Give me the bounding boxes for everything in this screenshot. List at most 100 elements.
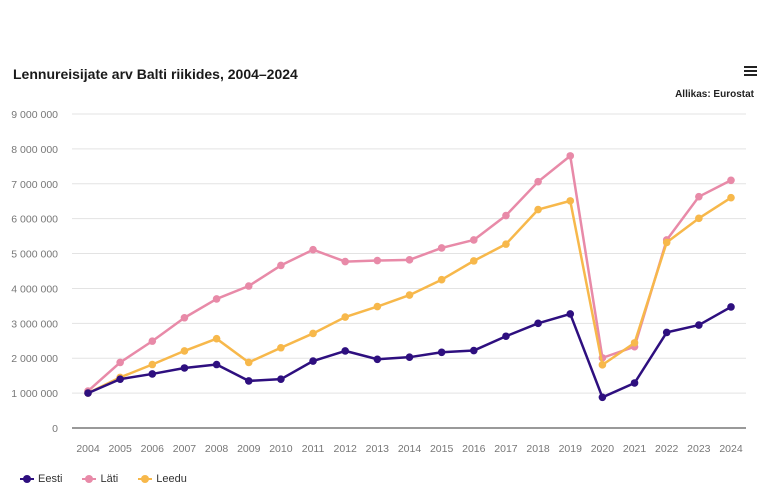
data-point-eesti (277, 375, 285, 383)
data-point-läti (470, 236, 478, 244)
data-point-leedu (244, 358, 253, 367)
legend-item-eesti[interactable]: Eesti (20, 473, 62, 485)
data-point-leedu (212, 334, 221, 343)
data-point-läti (405, 256, 414, 264)
y-tick-label: 1 000 000 (11, 388, 58, 400)
x-tick-label: 2018 (526, 443, 550, 455)
y-tick-label: 2 000 000 (11, 353, 58, 365)
data-point-läti (727, 176, 735, 185)
data-point-läti (566, 152, 575, 160)
legend-item-läti[interactable]: Läti (82, 473, 118, 485)
data-point-läti (695, 192, 703, 201)
data-point-eesti (405, 353, 414, 361)
data-point-leedu (309, 329, 317, 338)
data-point-läti (309, 245, 317, 254)
data-point-leedu (727, 193, 735, 202)
data-point-eesti (244, 377, 253, 385)
hamburger-menu-icon[interactable] (744, 66, 757, 78)
legend-marker-icon (20, 474, 34, 484)
data-point-leedu (470, 257, 478, 265)
y-tick-label: 5 000 000 (11, 249, 58, 261)
data-point-läti (180, 313, 189, 322)
data-point-leedu (437, 275, 446, 284)
x-tick-label: 2017 (494, 443, 518, 455)
x-tick-label: 2008 (205, 443, 229, 455)
x-tick-label: 2023 (687, 443, 711, 455)
y-tick-label: 0 (52, 423, 58, 435)
x-tick-label: 2021 (623, 443, 647, 455)
y-tick-label: 3 000 000 (11, 318, 58, 330)
data-point-leedu (180, 347, 189, 355)
data-point-leedu (662, 238, 671, 247)
data-point-leedu (502, 240, 510, 248)
data-point-läti (534, 177, 542, 186)
x-tick-label: 2012 (334, 443, 358, 455)
data-point-eesti (341, 347, 350, 355)
data-point-eesti (84, 389, 92, 397)
legend-item-leedu[interactable]: Leedu (138, 473, 187, 485)
x-tick-label: 2015 (430, 443, 454, 455)
x-tick-label: 2010 (269, 443, 293, 455)
data-point-leedu (534, 205, 542, 214)
data-point-leedu (695, 214, 703, 223)
data-point-eesti (116, 375, 124, 383)
data-point-läti (116, 358, 124, 367)
data-point-eesti (566, 310, 575, 318)
data-point-eesti (180, 364, 189, 372)
data-point-eesti (470, 346, 478, 355)
data-point-eesti (309, 357, 317, 365)
chart-title: Lennureisijate arv Balti riikides, 2004–… (13, 66, 298, 82)
data-point-leedu (341, 313, 350, 321)
legend: Eesti Läti Leedu (20, 473, 187, 485)
x-tick-label: 2005 (108, 443, 132, 455)
data-point-eesti (727, 303, 735, 311)
data-point-leedu (598, 361, 607, 369)
data-point-leedu (405, 291, 414, 299)
data-point-eesti (148, 370, 157, 378)
y-tick-label: 6 000 000 (11, 214, 58, 226)
legend-label: Leedu (156, 473, 187, 485)
legend-marker-icon (138, 474, 153, 484)
data-point-läti (277, 261, 285, 270)
x-tick-label: 2014 (398, 443, 422, 455)
data-point-läti (437, 244, 446, 252)
x-tick-label: 2024 (719, 443, 743, 455)
data-point-eesti (630, 379, 639, 387)
x-tick-label: 2007 (173, 443, 197, 455)
data-point-leedu (630, 339, 639, 347)
data-point-eesti (695, 321, 703, 329)
x-tick-label: 2016 (462, 443, 486, 455)
data-point-eesti (598, 393, 607, 402)
data-point-eesti (437, 348, 446, 357)
data-point-leedu (277, 343, 285, 352)
data-point-läti (502, 211, 510, 220)
data-point-läti (373, 256, 382, 265)
x-tick-label: 2011 (302, 443, 325, 455)
data-point-läti (341, 257, 350, 266)
x-tick-label: 2009 (237, 443, 261, 455)
y-tick-label: 8 000 000 (11, 144, 58, 156)
x-tick-label: 2020 (591, 443, 615, 455)
legend-marker-icon (82, 474, 97, 484)
data-point-eesti (212, 360, 221, 369)
data-point-eesti (534, 319, 542, 328)
source-label: Allikas: Eurostat (675, 89, 754, 100)
data-point-läti (244, 282, 253, 290)
legend-label: Eesti (38, 473, 63, 485)
data-point-leedu (566, 197, 575, 205)
y-tick-label: 7 000 000 (11, 179, 58, 191)
data-point-läti (148, 337, 157, 345)
data-point-eesti (373, 355, 382, 364)
x-tick-label: 2013 (366, 443, 390, 455)
y-tick-label: 9 000 000 (11, 109, 58, 121)
data-point-eesti (502, 332, 510, 341)
y-tick-label: 4 000 000 (11, 283, 58, 295)
x-tick-label: 2006 (141, 443, 165, 455)
data-point-läti (212, 295, 221, 303)
legend-label: Läti (100, 473, 119, 485)
data-point-leedu (148, 360, 157, 369)
x-tick-label: 2019 (559, 443, 583, 455)
data-point-leedu (373, 302, 382, 311)
x-tick-label: 2022 (655, 443, 679, 455)
